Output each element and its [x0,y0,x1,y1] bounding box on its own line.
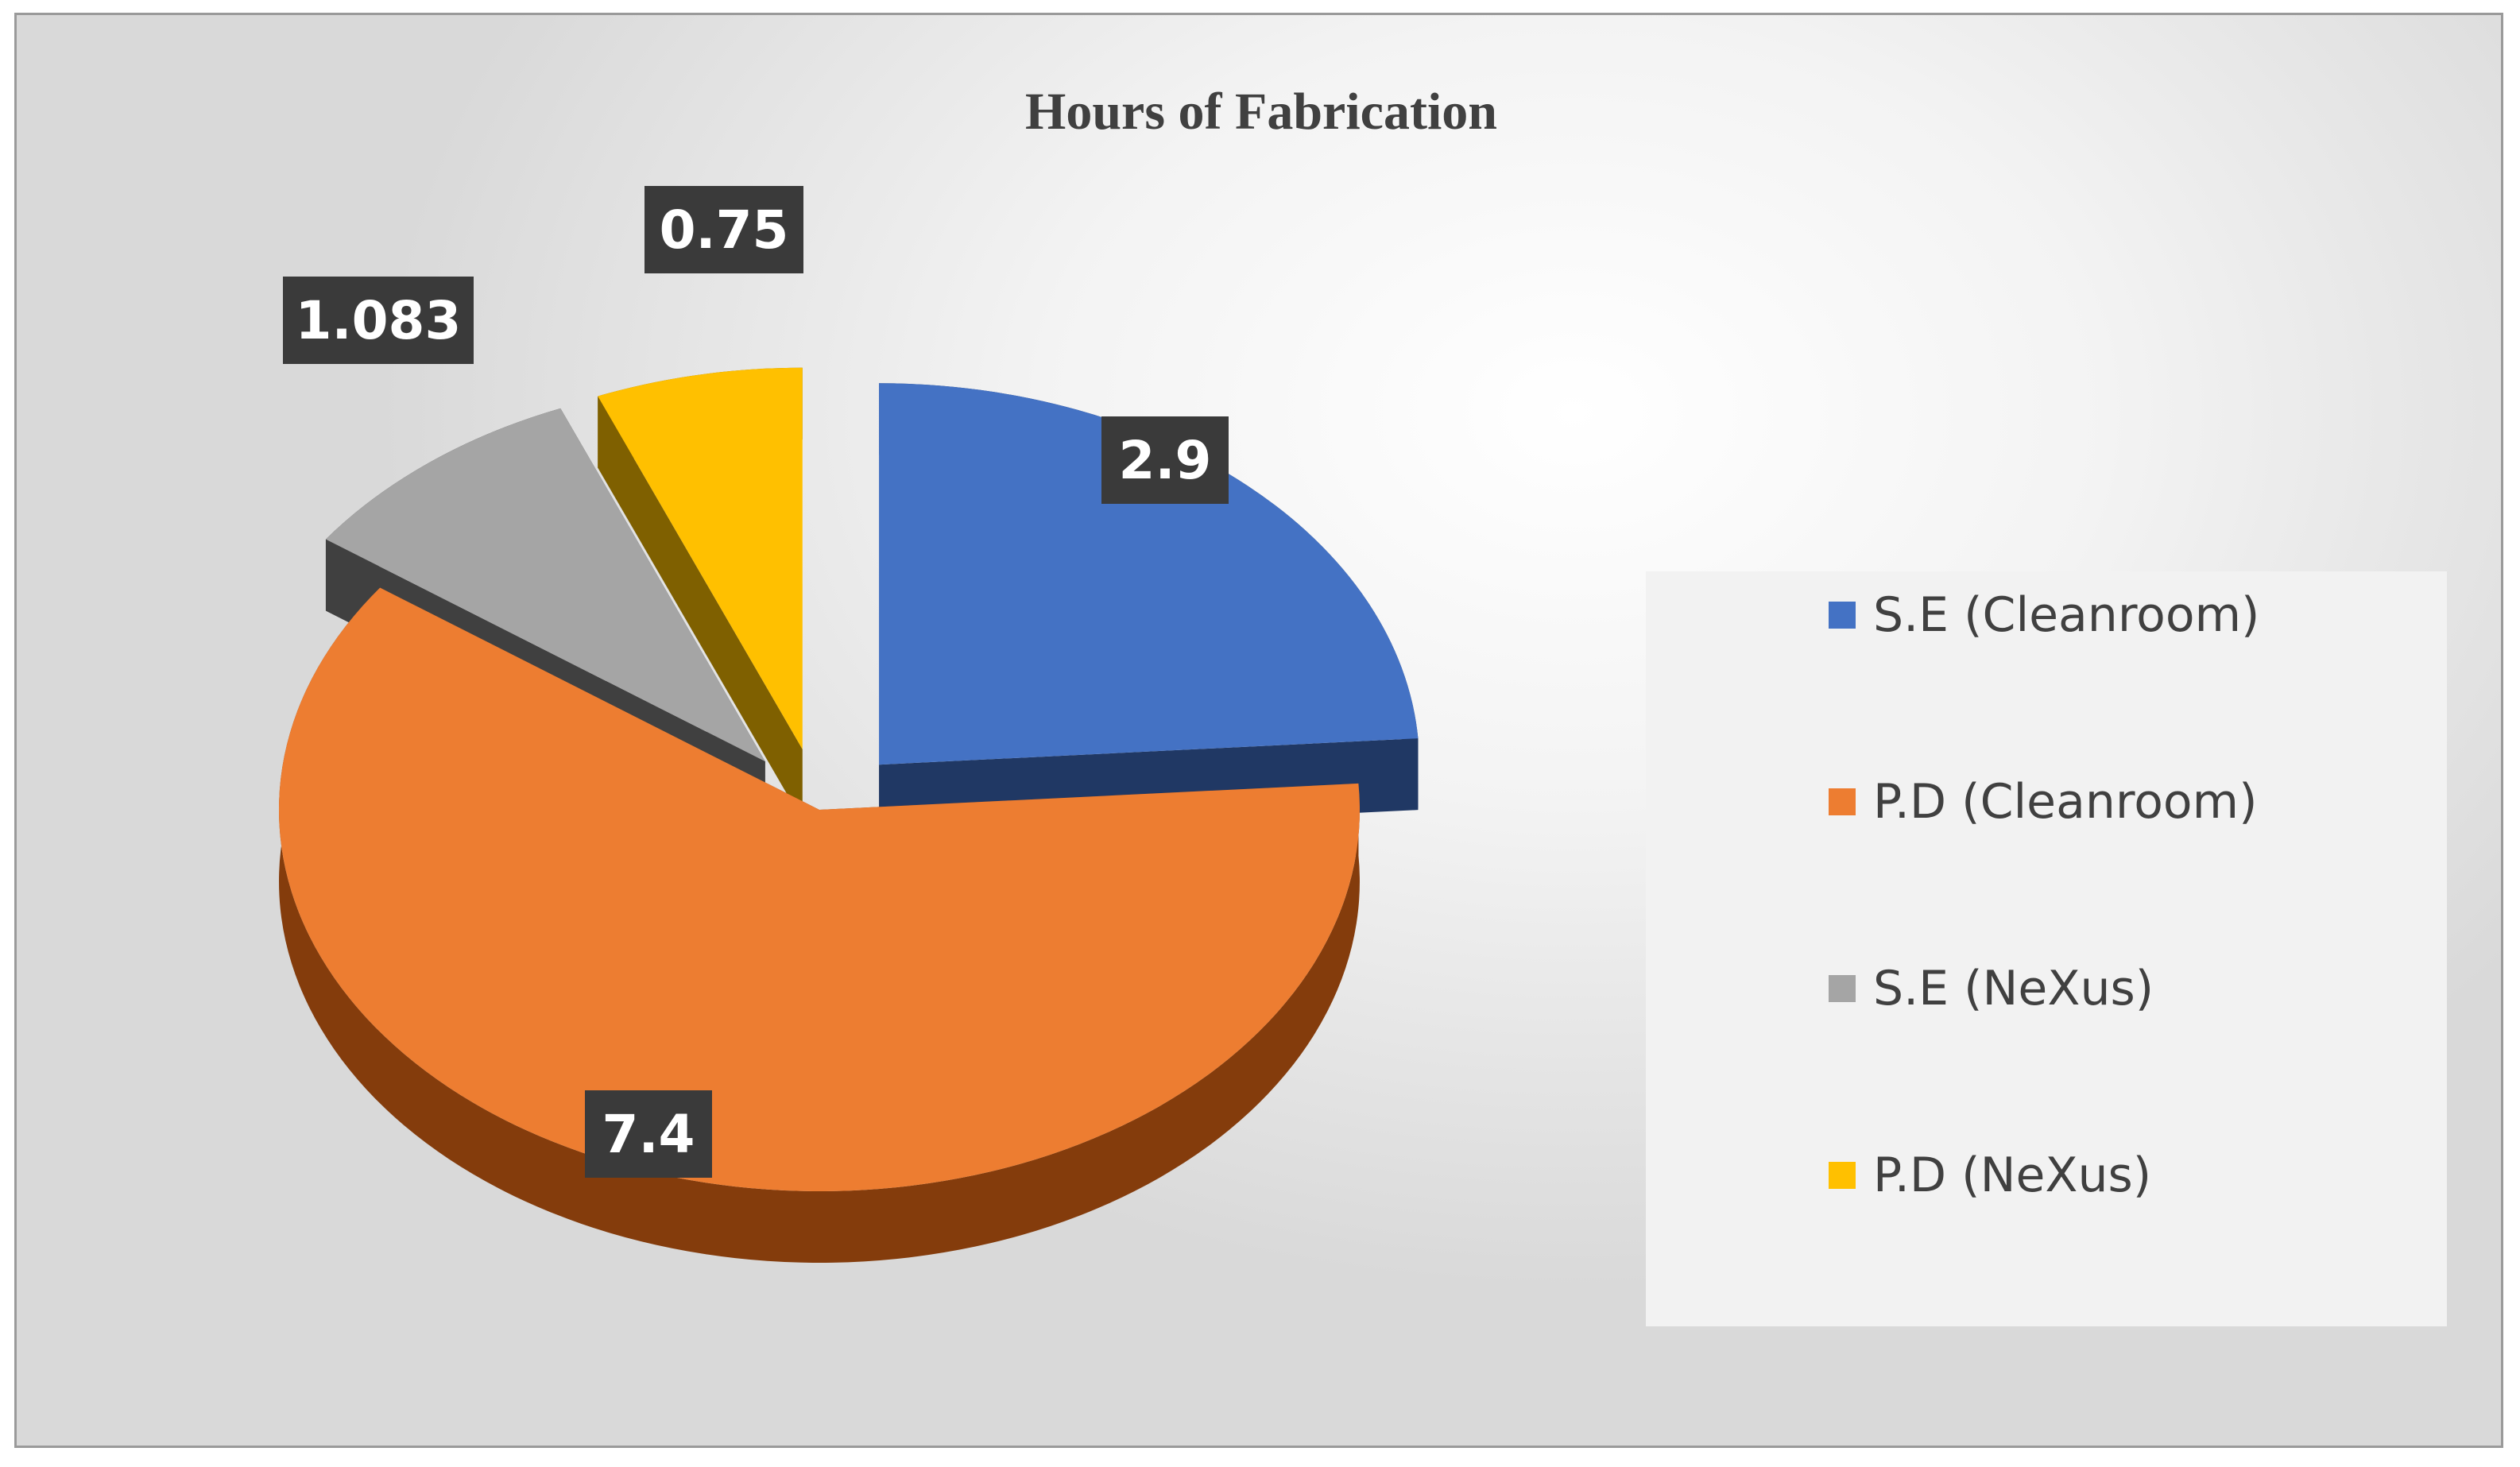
data-label-box-pd-nexus [645,186,803,273]
chart-frame: Hours of Fabrication 2.9 7.4 1.083 0.75 S.E… [14,13,2503,1448]
data-label-box-se-nexus [283,277,474,364]
data-label-text-pd-cleanroom: 7.4 [602,1104,695,1165]
legend: S.E (Cleanroom) P.D (Cleanroom) S.E (NeX… [1646,571,2447,1326]
pie-slice-pd-cleanroom [279,587,1361,1191]
legend-swatch-se-cleanroom [1829,602,1856,629]
data-label-text-pd-nexus: 0.75 [660,199,789,261]
pie-chart: 2.9 7.4 1.083 0.75 [279,186,1419,1263]
legend-swatch-se-nexus [1829,975,1856,1002]
legend-label-pd-cleanroom: P.D (Cleanroom) [1873,774,2258,830]
data-label-box-pd-cleanroom [585,1090,712,1178]
data-label-pd-cleanroom: 7.4 [585,1090,712,1178]
legend-label-se-nexus: S.E (NeXus) [1873,961,2154,1016]
pie-slice-se-nexus [325,408,765,762]
legend-swatch-pd-cleanroom [1829,788,1856,815]
data-label-box-se-cleanroom [1101,416,1229,504]
legend-swatch-pd-nexus [1829,1162,1856,1189]
pie-slices [279,367,1419,1191]
legend-item-pd-nexus: P.D (NeXus) [1829,1144,2151,1207]
data-label-se-cleanroom: 2.9 [1101,416,1229,504]
data-label-se-nexus: 1.083 [283,277,474,364]
pie-slice-pd-nexus [598,367,803,749]
chart-title: Hours of Fabrication [1025,83,1497,141]
legend-label-pd-nexus: P.D (NeXus) [1873,1148,2152,1203]
legend-item-se-nexus: S.E (NeXus) [1829,957,2154,1020]
data-label-text-se-cleanroom: 2.9 [1119,430,1212,491]
data-label-pd-nexus: 0.75 [645,186,803,273]
pie-slice-se-cleanroom [879,383,1419,765]
pie-data-labels: 2.9 7.4 1.083 0.75 [283,186,1229,1178]
pie-cut-face-pd-nexus-0 [598,396,803,821]
legend-item-pd-cleanroom: P.D (Cleanroom) [1829,770,2258,834]
legend-item-se-cleanroom: S.E (Cleanroom) [1829,583,2259,647]
legend-label-se-cleanroom: S.E (Cleanroom) [1873,587,2260,643]
data-label-text-se-nexus: 1.083 [296,290,462,351]
